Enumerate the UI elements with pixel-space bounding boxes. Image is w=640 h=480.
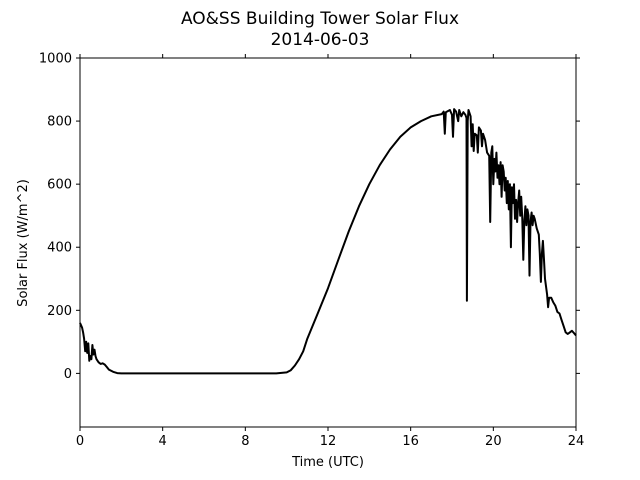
x-tick-label: 20	[485, 434, 502, 449]
x-axis-ticks: 0 4 8 12 16 20 24	[76, 54, 584, 449]
chart-subtitle: 2014-06-03	[271, 30, 370, 50]
y-tick-label: 0	[64, 367, 72, 382]
x-tick-label: 4	[159, 434, 167, 449]
x-tick-label: 16	[402, 434, 419, 449]
y-axis-label: Solar Flux (W/m^2)	[16, 179, 31, 307]
x-tick-label: 0	[76, 434, 84, 449]
chart-title: AO&SS Building Tower Solar Flux	[181, 9, 459, 29]
y-tick-label: 600	[47, 178, 72, 193]
x-tick-label: 24	[568, 434, 585, 449]
plot-area: 0 4 8 12 16 20 24 0 200 400 600 800 1000	[39, 52, 584, 450]
y-axis-ticks: 0 200 400 600 800 1000	[39, 52, 580, 382]
y-tick-label: 1000	[39, 52, 72, 67]
plot-frame	[79, 57, 577, 428]
y-tick-label: 800	[47, 115, 72, 130]
y-tick-label: 400	[47, 241, 72, 256]
x-axis-label: Time (UTC)	[291, 455, 364, 470]
x-tick-label: 8	[241, 434, 249, 449]
x-tick-label: 12	[320, 434, 337, 449]
series-line-solar-flux	[79, 108, 577, 375]
y-tick-label: 200	[47, 304, 72, 319]
